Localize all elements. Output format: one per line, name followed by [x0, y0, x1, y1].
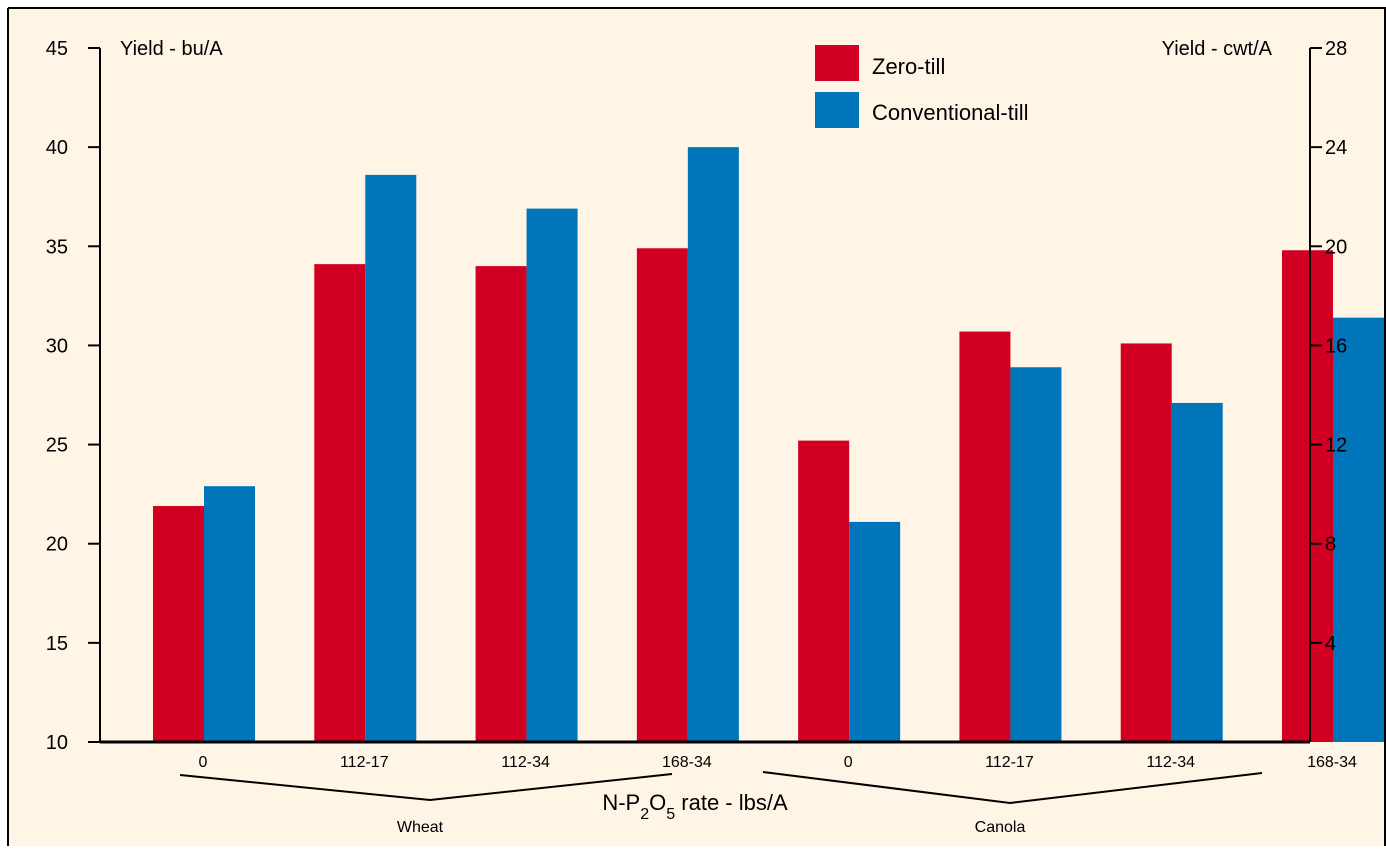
bar-conventional-till-7 [1171, 402, 1223, 742]
left-tick-label-30: 30 [46, 335, 68, 357]
left-tick-label-15: 15 [46, 633, 68, 655]
left-tick-label-40: 40 [46, 137, 68, 159]
x-axis-label-sub-2: 5 [666, 806, 675, 823]
bar-conventional-till-4 [687, 147, 739, 743]
bar-conventional-till-2 [365, 174, 417, 743]
bars-layer [153, 147, 1384, 743]
bar-conventional-till-8 [1333, 317, 1384, 742]
right-tick-label-28: 28 [1325, 38, 1347, 60]
left-tick-label-10: 10 [46, 732, 68, 754]
x-axis-label-part-2: O [649, 790, 666, 815]
x-tick-label-8: 168-34 [1307, 754, 1357, 771]
left-tick-label-35: 35 [46, 236, 68, 258]
bar-zero-till-6 [959, 331, 1011, 742]
right-axis-label: Yield - cwt/A [1162, 38, 1273, 60]
legend-label-conventional-till: Conventional-till [872, 100, 1029, 125]
bar-zero-till-5 [798, 440, 850, 742]
right-tick-label-16: 16 [1325, 335, 1347, 357]
left-tick-label-20: 20 [46, 534, 68, 556]
group-label-wheat: Wheat [397, 819, 444, 836]
bar-conventional-till-5 [849, 521, 901, 742]
right-tick-label-24: 24 [1325, 137, 1347, 159]
group-bracket-wheat [179, 773, 673, 802]
left-tick-label-25: 25 [46, 435, 68, 457]
x-axis-label-part-1: N-P [602, 790, 640, 815]
right-tick-label-20: 20 [1325, 236, 1347, 258]
x-tick-label-5: 0 [844, 754, 853, 771]
bar-conventional-till-1 [204, 486, 255, 742]
x-tick-label-2: 112-17 [340, 754, 389, 771]
group-bracket-canola [762, 771, 1263, 805]
right-tick-label-4: 4 [1325, 633, 1336, 655]
bar-zero-till-2 [314, 264, 366, 742]
legend: Zero-till Conventional-till [815, 45, 1029, 128]
x-axis-label: N-P2O5 rate - lbs/A [602, 790, 788, 823]
legend-swatch-zero-till [815, 45, 859, 81]
x-tick-label-6: 112-17 [985, 754, 1034, 771]
x-tick-label-7: 112-34 [1146, 754, 1195, 771]
x-tick-label-4: 168-34 [662, 754, 712, 771]
right-tick-label-8: 8 [1325, 534, 1336, 556]
right-tick-label-12: 12 [1325, 435, 1347, 457]
legend-label-zero-till: Zero-till [872, 54, 945, 79]
x-axis-label-sub-1: 2 [640, 806, 649, 823]
ticks-layer: 10 15 20 25 30 35 40 45 4 8 12 16 20 24 28 0 112-17 112-3… [46, 38, 1357, 771]
bar-zero-till-3 [475, 266, 527, 742]
bar-zero-till-7 [1120, 343, 1172, 742]
x-tick-label-1: 0 [199, 754, 208, 771]
bar-zero-till-4 [636, 248, 688, 743]
bar-zero-till-8 [1282, 250, 1333, 742]
group-label-canola: Canola [975, 819, 1026, 836]
bar-conventional-till-6 [1010, 367, 1062, 742]
bar-conventional-till-3 [526, 208, 578, 742]
x-axis-label-part-3: rate - lbs/A [675, 790, 788, 815]
axes-layer [99, 48, 1311, 744]
left-tick-label-45: 45 [46, 38, 68, 60]
left-axis-label: Yield - bu/A [120, 38, 223, 60]
group-brackets: Wheat Canola [179, 771, 1263, 836]
bar-zero-till-1 [153, 506, 204, 742]
legend-swatch-conventional-till [815, 92, 859, 128]
x-tick-label-3: 112-34 [501, 754, 550, 771]
